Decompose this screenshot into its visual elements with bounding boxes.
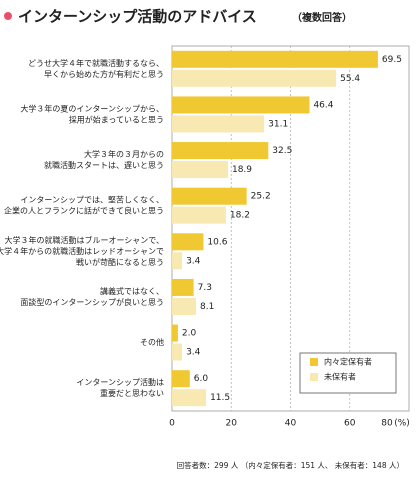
- bar: [172, 370, 190, 388]
- footnote: 回答者数：299 人 （内々定保有者：151 人、 未保有者：148 人）: [177, 460, 404, 470]
- x-tick-label: 80: [381, 419, 393, 429]
- chart-title: インターンシップ活動のアドバイス: [18, 8, 257, 26]
- value-label: 69.5: [382, 55, 402, 65]
- x-tick-label: 0: [169, 419, 175, 429]
- value-label: 18.9: [232, 165, 252, 175]
- category-label: 企業の人とフランクに話ができて良いと思う: [4, 206, 164, 216]
- chart-subtitle: （複数回答）: [292, 11, 352, 24]
- bar: [172, 278, 194, 296]
- value-label: 32.5: [272, 146, 292, 156]
- bar: [172, 233, 204, 251]
- x-tick-label: 40: [285, 419, 297, 429]
- bar: [172, 161, 228, 179]
- category-label: 大学３年の夏のインターンシップから、: [20, 103, 164, 113]
- bar: [172, 142, 269, 160]
- category-label: 面談型のインターンシップが良いと思う: [20, 297, 164, 307]
- category-label: 就職活動スタートは、遅いと思う: [44, 160, 164, 170]
- category-label: その他: [140, 337, 164, 347]
- bar: [172, 69, 337, 87]
- x-tick-label: 60: [344, 419, 356, 429]
- category-label: インターンシップでは、堅苦しくなく、: [20, 195, 164, 205]
- value-label: 8.1: [200, 302, 214, 312]
- category-label: インターンシップ活動は: [76, 377, 164, 387]
- value-label: 3.4: [186, 256, 201, 266]
- category-label: 早くから始めた方が有利だと思う: [44, 69, 164, 79]
- bar: [172, 297, 196, 315]
- title-bullet: [4, 12, 12, 20]
- value-label: 25.2: [251, 192, 271, 202]
- bar: [172, 252, 183, 270]
- value-label: 55.4: [340, 74, 360, 84]
- x-unit: (%): [394, 419, 410, 429]
- legend-label: 内々定保有者: [324, 357, 372, 367]
- category-label: 採用が始まっていると思う: [69, 114, 164, 124]
- bar: [172, 206, 226, 224]
- value-label: 11.5: [210, 393, 230, 403]
- legend-swatch: [310, 373, 318, 381]
- bar: [172, 324, 178, 342]
- category-label: 大学４年からの就職活動はレッドオーシャンで: [0, 246, 164, 256]
- bar: [172, 96, 310, 114]
- bar: [172, 389, 207, 407]
- legend-label: 未保有者: [324, 372, 356, 382]
- value-label: 31.1: [268, 119, 288, 129]
- category-label: どうせ大学４年で就職活動するなら、: [28, 58, 164, 68]
- category-label: 講義式ではなく、: [100, 286, 164, 296]
- category-label: 重要だと思わない: [100, 388, 164, 398]
- x-tick-label: 20: [226, 419, 238, 429]
- category-label: 戦いが苛酷になると思う: [76, 257, 164, 267]
- value-label: 18.2: [230, 211, 250, 221]
- bar: [172, 115, 265, 133]
- value-label: 3.4: [186, 348, 201, 358]
- value-label: 2.0: [182, 329, 197, 339]
- value-label: 6.0: [194, 374, 209, 384]
- bar: [172, 50, 378, 68]
- value-label: 46.4: [313, 100, 333, 110]
- legend-swatch: [310, 358, 318, 366]
- value-label: 10.6: [207, 237, 227, 247]
- value-label: 7.3: [198, 283, 212, 293]
- bar: [172, 187, 247, 205]
- category-label: 大学３年の就職活動はブルーオーシャンで、: [4, 235, 164, 245]
- bar: [172, 343, 183, 361]
- category-label: 大学３年の３月からの: [84, 149, 164, 159]
